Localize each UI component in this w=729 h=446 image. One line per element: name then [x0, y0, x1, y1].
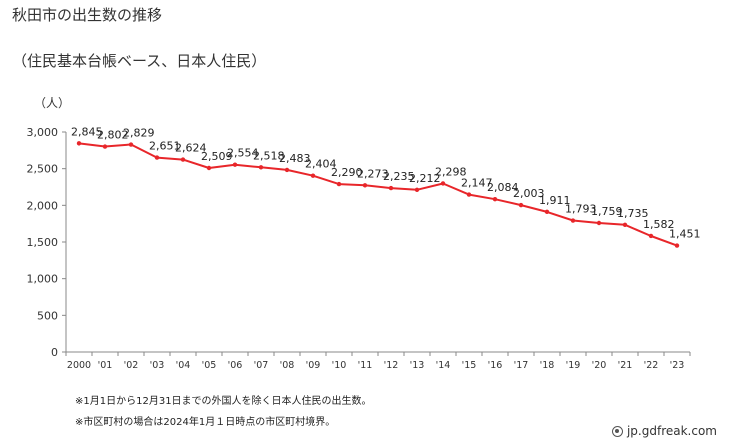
data-point — [648, 233, 654, 239]
y-tick-label: 3,000 — [27, 126, 59, 139]
x-tick-label: '05 — [202, 360, 217, 371]
x-tick-label: '21 — [618, 360, 633, 371]
data-label: 2,290 — [331, 166, 363, 179]
series-line — [78, 142, 678, 247]
data-label: 2,845 — [71, 125, 103, 138]
data-label: 2,554 — [227, 147, 259, 160]
data-point — [258, 165, 264, 170]
data-label: 1,911 — [539, 194, 571, 207]
data-point — [102, 144, 108, 149]
data-label: 2,802 — [97, 129, 129, 142]
x-tick-label: '22 — [644, 360, 659, 371]
source-credit[interactable]: jp.gdfreak.com — [611, 424, 717, 438]
data-label: 2,509 — [201, 150, 233, 163]
data-point — [206, 165, 212, 171]
y-tick-label: 2,500 — [27, 163, 59, 176]
data-point — [570, 218, 576, 223]
x-tick-label: '07 — [254, 360, 269, 371]
y-tick-label: 1,500 — [27, 236, 59, 249]
source-credit-text: jp.gdfreak.com — [626, 424, 717, 438]
data-point — [362, 183, 368, 188]
data-point — [674, 243, 680, 248]
chart-title: 秋田市の出生数の推移 — [12, 6, 163, 24]
data-label: 2,518 — [253, 149, 285, 162]
x-tick-label: '09 — [306, 360, 321, 371]
x-tick-label: '14 — [436, 360, 451, 371]
data-label: 1,582 — [643, 218, 675, 231]
data-point — [492, 196, 498, 202]
data-point — [180, 157, 186, 162]
data-label: 2,624 — [175, 142, 207, 155]
y-tick-label: 2,000 — [27, 199, 59, 212]
x-tick-label: '06 — [228, 360, 243, 371]
data-label: 2,483 — [279, 152, 311, 165]
data-label: 1,759 — [591, 205, 623, 218]
chart-subtitle: （住民基本台帳ベース、日本人住民） — [12, 52, 267, 70]
data-point — [518, 202, 524, 208]
data-point — [76, 141, 82, 146]
data-label: 1,451 — [669, 228, 701, 241]
data-label: 2,829 — [123, 127, 155, 140]
x-tick-label: '19 — [566, 360, 581, 371]
data-point — [414, 187, 420, 192]
data-point — [310, 173, 316, 178]
x-tick-label: '12 — [384, 360, 399, 371]
x-tick-label: '11 — [358, 360, 373, 371]
data-label: 2,273 — [357, 167, 389, 180]
data-point — [596, 220, 602, 226]
y-tick-label: 500 — [37, 309, 58, 322]
data-label: 1,735 — [617, 207, 649, 220]
x-tick-label: '02 — [124, 360, 139, 371]
x-tick-label: '08 — [280, 360, 295, 371]
data-point — [440, 181, 446, 186]
data-label: 2,235 — [383, 170, 415, 183]
x-tick-label: '20 — [592, 360, 607, 371]
footnote-1: ※1月1日から12月31日までの外国人を除く日本人住民の出生数。 — [75, 396, 372, 407]
x-tick-label: 2000 — [67, 360, 91, 371]
x-tick-label: '16 — [488, 360, 503, 371]
footnote-2: ※市区町村の場合は2024年1月１日時点の市区町村境界。 — [75, 417, 336, 428]
x-tick-label: '04 — [176, 360, 191, 371]
data-point — [232, 162, 238, 167]
data-label: 2,003 — [513, 187, 545, 200]
data-label: 2,404 — [305, 158, 337, 171]
data-label: 1,793 — [565, 203, 597, 216]
x-tick-label: '23 — [670, 360, 685, 371]
data-label: 2,084 — [487, 181, 519, 194]
data-label: 2,147 — [461, 177, 493, 190]
x-tick-label: '18 — [540, 360, 555, 371]
data-point — [466, 192, 472, 197]
data-point — [128, 142, 134, 147]
data-point — [544, 209, 550, 215]
data-point — [622, 222, 628, 227]
y-axis-unit: （人） — [34, 96, 71, 110]
data-label: 2,651 — [149, 140, 181, 153]
x-tick-label: '01 — [98, 360, 113, 371]
data-point — [154, 155, 160, 160]
data-point — [336, 181, 342, 187]
globe-icon — [611, 425, 623, 437]
y-tick-label: 1,000 — [27, 273, 59, 286]
data-point — [284, 167, 290, 173]
data-label: 2,298 — [435, 165, 467, 178]
data-point — [388, 185, 394, 191]
x-tick-label: '13 — [410, 360, 425, 371]
x-tick-label: '10 — [332, 360, 347, 371]
x-tick-label: '03 — [150, 360, 165, 371]
data-label: 2,212 — [409, 172, 441, 185]
x-tick-label: '17 — [514, 360, 529, 371]
y-tick-label: 0 — [51, 346, 58, 359]
x-tick-label: '15 — [462, 360, 477, 371]
